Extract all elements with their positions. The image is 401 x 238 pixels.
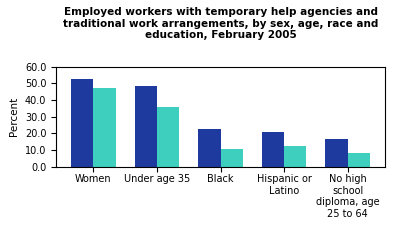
Bar (348, 153, 370, 167)
Bar (326, 139, 348, 167)
Y-axis label: Percent: Percent (9, 97, 19, 136)
Bar (157, 108, 179, 167)
Bar (71, 79, 93, 167)
Bar (221, 149, 243, 167)
Bar (198, 129, 221, 167)
Bar (284, 146, 306, 167)
Text: Employed workers with temporary help agencies and
traditional work arrangements,: Employed workers with temporary help age… (63, 7, 378, 40)
Bar (93, 88, 115, 167)
Bar (135, 86, 157, 167)
Bar (262, 132, 284, 167)
